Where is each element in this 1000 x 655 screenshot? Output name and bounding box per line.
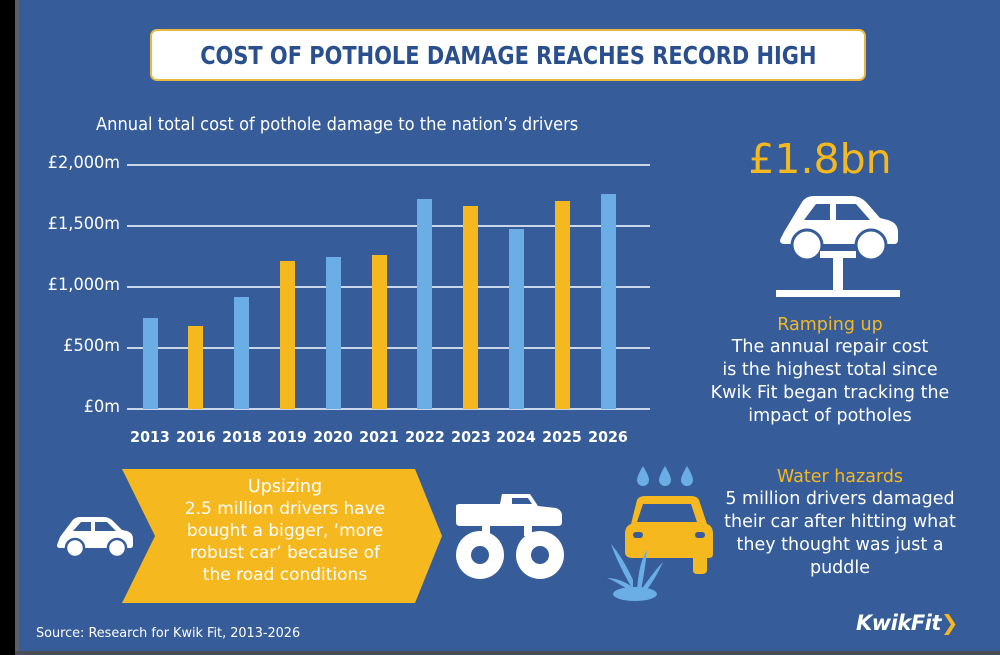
page-title: COST OF POTHOLE DAMAGE REACHES RECORD HI… bbox=[199, 40, 817, 70]
ramping-heading: Ramping up bbox=[777, 315, 883, 335]
x-axis-tick-label: 2023 bbox=[450, 428, 491, 446]
x-axis-tick-label: 2022 bbox=[404, 428, 445, 446]
water-heading: Water hazards bbox=[776, 467, 904, 487]
upsizing-heading: Upsizing bbox=[247, 477, 323, 497]
y-axis-tick-label: £1,000m bbox=[47, 275, 120, 295]
bottom-edge-strip bbox=[15, 651, 1000, 655]
bar-2024 bbox=[508, 229, 524, 409]
bar-2023 bbox=[463, 205, 479, 409]
ramping-line: impact of potholes bbox=[748, 406, 912, 426]
gridline bbox=[127, 225, 650, 227]
water-line: they thought was just a bbox=[736, 535, 944, 555]
monster-truck-icon bbox=[452, 492, 570, 584]
chart-title: Annual total cost of pothole damage to t… bbox=[96, 115, 579, 135]
x-axis-tick-label: 2018 bbox=[221, 428, 262, 446]
ramping-line: Kwik Fit began tracking the bbox=[710, 383, 950, 403]
left-edge-strip bbox=[15, 0, 19, 651]
gridline bbox=[127, 164, 650, 166]
kwikfit-logo: KwikFit❯ bbox=[856, 611, 959, 635]
bar-2018 bbox=[234, 297, 250, 409]
bar-2013 bbox=[142, 317, 158, 409]
x-axis-tick-label: 2016 bbox=[175, 428, 216, 446]
bar-2020 bbox=[325, 257, 341, 409]
small-car-icon bbox=[56, 515, 134, 559]
car-lift-icon bbox=[776, 190, 900, 300]
x-axis-tick-label: 2026 bbox=[588, 428, 628, 446]
upsizing-line: 2.5 million drivers have bbox=[184, 499, 386, 519]
x-axis-tick-label: 2013 bbox=[130, 428, 170, 446]
x-axis-tick-label: 2021 bbox=[359, 428, 399, 446]
bar-2019 bbox=[279, 261, 295, 409]
bar-2022 bbox=[417, 199, 433, 409]
water-line: 5 million drivers damaged bbox=[725, 489, 955, 509]
car-puddle-splash-icon bbox=[603, 462, 717, 604]
y-axis-tick-label: £1,500m bbox=[47, 214, 120, 234]
logo-text: KwikFit bbox=[856, 611, 941, 635]
logo-chevron-icon: ❯ bbox=[940, 611, 959, 635]
bar-2025 bbox=[554, 200, 570, 409]
gridline bbox=[127, 286, 650, 288]
water-body: 5 million drivers damaged their car afte… bbox=[700, 488, 980, 580]
x-axis-tick-label: 2025 bbox=[542, 428, 583, 446]
water-line: their car after hitting what bbox=[724, 512, 956, 532]
bar-2021 bbox=[371, 254, 387, 409]
x-axis-tick-label: 2020 bbox=[313, 428, 354, 446]
upsizing-line: the road conditions bbox=[202, 565, 368, 585]
title-box: COST OF POTHOLE DAMAGE REACHES RECORD HI… bbox=[150, 29, 866, 81]
x-axis-tick-label: 2019 bbox=[267, 428, 308, 446]
ramping-line: is the highest total since bbox=[722, 360, 938, 380]
y-axis-tick-label: £500m bbox=[63, 336, 120, 356]
upsizing-body: 2.5 million drivers have bought a bigger… bbox=[160, 498, 410, 586]
upsizing-panel: Upsizing 2.5 million drivers have bought… bbox=[160, 477, 410, 586]
ramping-up-panel: Ramping up The annual repair cost is the… bbox=[690, 314, 970, 428]
upsizing-line: bought a bigger, ‘more bbox=[186, 521, 384, 541]
bar-2016 bbox=[188, 326, 204, 409]
gridline bbox=[127, 347, 650, 349]
water-line: puddle bbox=[809, 558, 871, 578]
gridline bbox=[127, 408, 650, 410]
water-hazards-panel: Water hazards 5 million drivers damaged … bbox=[700, 466, 980, 580]
ramping-line: The annual repair cost bbox=[731, 337, 929, 357]
upsizing-arrow bbox=[122, 469, 442, 603]
y-axis-tick-label: £2,000m bbox=[47, 153, 120, 173]
ramping-body: The annual repair cost is the highest to… bbox=[690, 336, 970, 428]
upsizing-line: robust car’ because of bbox=[190, 543, 380, 563]
headline-figure: £1.8bn bbox=[748, 135, 892, 183]
x-axis-tick-label: 2024 bbox=[496, 428, 537, 446]
bar-2026 bbox=[600, 194, 616, 409]
source-note: Source: Research for Kwik Fit, 2013-2026 bbox=[36, 625, 301, 641]
y-axis-tick-label: £0m bbox=[83, 397, 120, 417]
